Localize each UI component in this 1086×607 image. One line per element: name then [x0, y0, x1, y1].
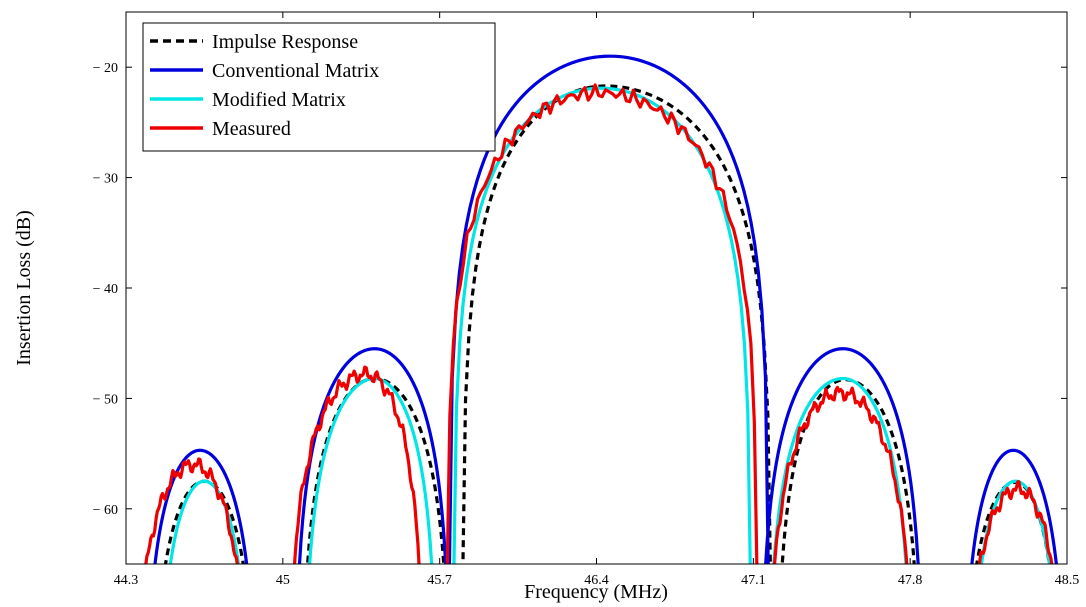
series-layer [144, 54, 1058, 564]
y-tick-label: − 50 [93, 392, 118, 407]
y-axis: − 20 − 30 − 40 − 50 − 60 [93, 61, 1067, 518]
x-tick-label: 48.5 [1055, 573, 1080, 588]
y-axis-label: Insertion Loss (dB) [13, 210, 35, 366]
series-line-measured [144, 83, 1054, 564]
legend-label: Conventional Matrix [212, 60, 379, 82]
legend: Impulse Response Conventional Matrix Modif… [142, 22, 496, 152]
x-tick-label: 47.8 [898, 573, 923, 588]
series-line-conventional-matrix [153, 54, 1058, 564]
x-axis: 44.3 45 45.7 46.4 47.1 47.8 48.5 [114, 12, 1080, 588]
y-tick-label: − 60 [93, 503, 118, 518]
x-tick-label: 45 [276, 573, 290, 588]
x-tick-label: 46.4 [584, 573, 609, 588]
legend-label: Modified Matrix [212, 89, 346, 111]
legend-label: Impulse Response [212, 31, 358, 53]
x-axis-label: Frequency (MHz) [524, 581, 668, 603]
y-tick-label: − 30 [93, 172, 118, 187]
x-tick-label: 45.7 [427, 573, 452, 588]
x-tick-label: 47.1 [741, 573, 766, 588]
y-tick-label: − 20 [93, 61, 118, 76]
legend-label: Measured [212, 118, 291, 140]
x-tick-label: 44.3 [114, 573, 139, 588]
y-tick-label: − 40 [93, 282, 118, 297]
